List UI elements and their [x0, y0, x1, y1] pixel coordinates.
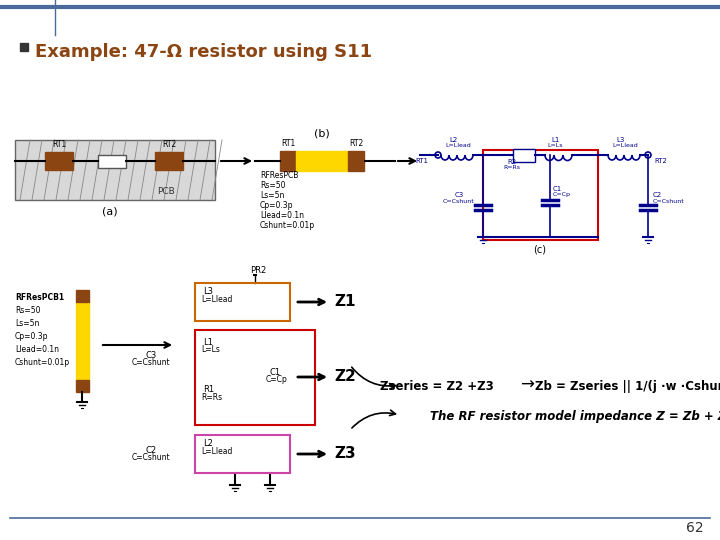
Bar: [76, 380, 89, 392]
Text: 62: 62: [686, 521, 704, 535]
Bar: [195, 330, 315, 425]
Text: (a): (a): [102, 207, 118, 217]
Bar: [513, 149, 535, 162]
Text: L2: L2: [203, 439, 213, 448]
Text: RFResPCB: RFResPCB: [260, 171, 298, 180]
Text: Zb = Zseries || 1/(j ·w ·Cshunt): Zb = Zseries || 1/(j ·w ·Cshunt): [535, 380, 720, 393]
Bar: [15, 140, 215, 200]
Text: RT1: RT1: [52, 140, 66, 149]
Text: L=Llead: L=Llead: [612, 143, 638, 148]
Text: C3: C3: [455, 192, 464, 198]
Text: C2: C2: [145, 446, 156, 455]
Text: Cp=0.3p: Cp=0.3p: [260, 201, 294, 210]
Text: Rs=50: Rs=50: [15, 306, 40, 315]
Bar: [45, 152, 73, 170]
Text: RT2: RT2: [349, 139, 363, 148]
Text: C=Cshunt: C=Cshunt: [653, 199, 685, 204]
Text: R=Rs: R=Rs: [201, 393, 222, 402]
Text: C=Cp: C=Cp: [266, 375, 288, 384]
Text: PCB: PCB: [157, 187, 175, 196]
Bar: [20, 43, 28, 51]
Text: R2: R2: [507, 159, 516, 165]
Bar: [483, 150, 598, 240]
Text: Ls=5n: Ls=5n: [260, 191, 284, 200]
Text: (c): (c): [534, 245, 546, 255]
Text: RT2: RT2: [654, 158, 667, 164]
Text: Ls=5n: Ls=5n: [15, 319, 40, 328]
Text: Z3: Z3: [334, 446, 356, 461]
Text: C=Cshunt: C=Cshunt: [443, 199, 474, 204]
Text: PR2: PR2: [250, 266, 266, 275]
Text: Zseries = Z2 +Z3: Zseries = Z2 +Z3: [380, 380, 494, 393]
Bar: [76, 300, 89, 380]
Text: L=Ls: L=Ls: [201, 345, 220, 354]
Bar: [296, 151, 348, 171]
Bar: [155, 152, 183, 170]
Text: Llead=0.1n: Llead=0.1n: [15, 345, 59, 354]
Text: C=Cshunt: C=Cshunt: [132, 358, 171, 367]
Text: Z2: Z2: [334, 369, 356, 384]
Text: L3: L3: [616, 137, 624, 143]
Text: C2: C2: [653, 192, 662, 198]
Bar: [348, 151, 364, 171]
Text: L1: L1: [203, 338, 213, 347]
Text: L=Llead: L=Llead: [201, 295, 233, 304]
Text: C1: C1: [270, 368, 281, 377]
Text: R=Rs: R=Rs: [503, 165, 520, 170]
Text: L2: L2: [449, 137, 457, 143]
Text: RT2: RT2: [162, 140, 176, 149]
Bar: [195, 283, 290, 321]
Text: L=Llead: L=Llead: [445, 143, 471, 148]
Text: Llead=0.1n: Llead=0.1n: [260, 211, 304, 220]
Text: C1: C1: [553, 186, 562, 192]
Bar: [98, 155, 126, 168]
Text: RFResPCB1: RFResPCB1: [15, 293, 64, 302]
Text: L1: L1: [551, 137, 559, 143]
Text: C=Cshunt: C=Cshunt: [132, 453, 171, 462]
Bar: [195, 435, 290, 473]
Bar: [76, 290, 89, 302]
Text: C=Cp: C=Cp: [553, 192, 571, 197]
Text: Cp=0.3p: Cp=0.3p: [15, 332, 48, 341]
Text: L=Ls: L=Ls: [547, 143, 562, 148]
Text: Cshunt=0.01p: Cshunt=0.01p: [260, 221, 315, 230]
Text: R1: R1: [203, 385, 214, 394]
Text: RT1: RT1: [281, 139, 295, 148]
Text: C3: C3: [145, 351, 156, 360]
Text: Example: 47-Ω resistor using S11: Example: 47-Ω resistor using S11: [35, 43, 372, 61]
Bar: [280, 151, 296, 171]
Text: RT1: RT1: [415, 158, 428, 164]
Text: The RF resistor model impedance Z = Zb + Z1: The RF resistor model impedance Z = Zb +…: [430, 410, 720, 423]
Text: (b): (b): [314, 128, 330, 138]
Text: →: →: [520, 376, 534, 394]
Text: L=Llead: L=Llead: [201, 447, 233, 456]
Text: L3: L3: [203, 287, 213, 296]
Text: Cshunt=0.01p: Cshunt=0.01p: [15, 358, 70, 367]
Text: Z1: Z1: [334, 294, 356, 309]
Text: Rs=50: Rs=50: [260, 181, 286, 190]
